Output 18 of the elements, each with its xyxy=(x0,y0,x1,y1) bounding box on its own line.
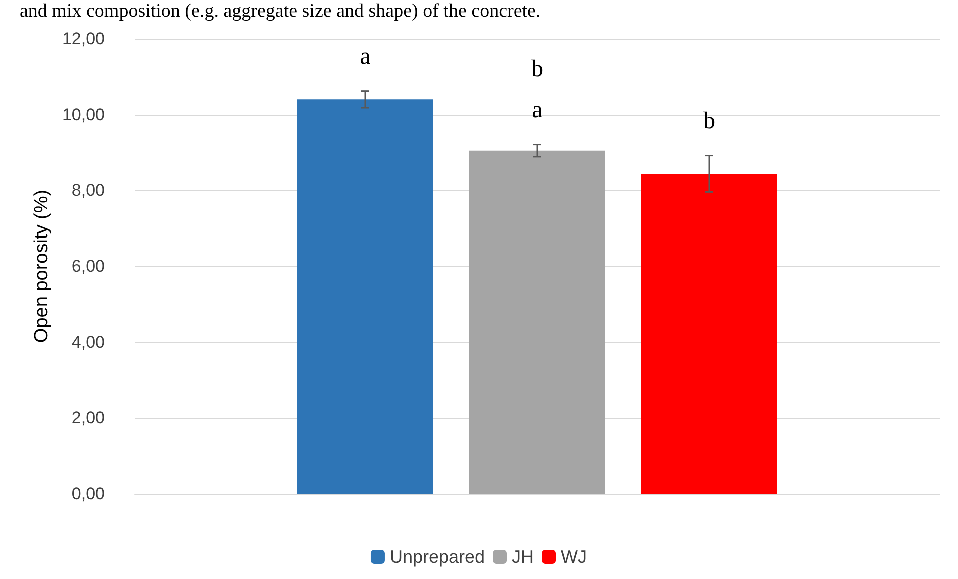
legend-label: WJ xyxy=(561,547,588,567)
y-tick-label: 8,00 xyxy=(72,181,105,200)
legend-label: JH xyxy=(512,547,534,567)
data-label: b xyxy=(704,108,716,134)
y-tick-label: 4,00 xyxy=(72,332,105,352)
y-tick-label: 10,00 xyxy=(62,105,105,124)
legend-label: Unprepared xyxy=(390,547,486,567)
data-label: a xyxy=(360,44,372,70)
y-tick-label: 12,00 xyxy=(62,30,105,48)
bar xyxy=(642,174,778,494)
y-tick-label: 0,00 xyxy=(72,484,105,504)
y-tick-label: 6,00 xyxy=(72,257,105,276)
y-axis-title: Open porosity (%) xyxy=(32,190,53,344)
text: and mix composition (e.g. aggregate size and shape) of the concrete. xyxy=(20,1,541,22)
data-label: b a xyxy=(532,56,544,124)
bar xyxy=(298,100,434,494)
bar xyxy=(470,150,606,494)
y-tick-label: 2,00 xyxy=(72,408,105,428)
